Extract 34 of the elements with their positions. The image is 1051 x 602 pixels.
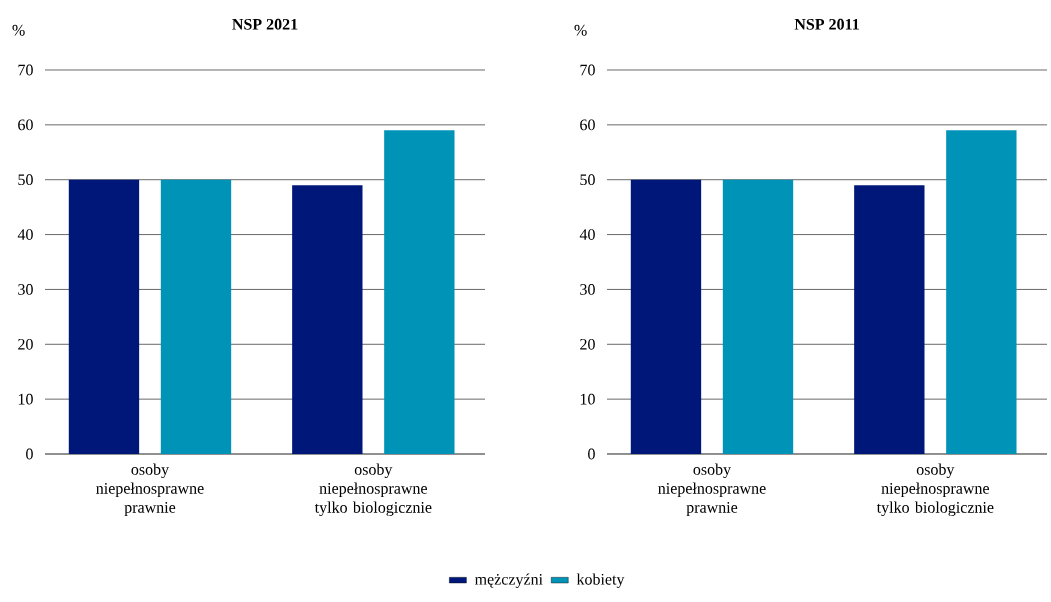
y-tick-label: 0: [588, 448, 595, 460]
y-tick-label: 10: [18, 393, 33, 405]
y-tick-label: 10: [580, 393, 595, 405]
x-tick-label: osoby niepełnosprawne prawnie: [658, 463, 766, 517]
x-tick-label: osoby niepełnosprawne tylko biologicznie: [876, 463, 994, 517]
x-tick-label: osoby niepełnosprawne prawnie: [96, 463, 204, 517]
y-tick-label: 20: [580, 338, 595, 350]
y-tick-label: 0: [26, 448, 33, 460]
bar: [68, 179, 140, 454]
chart-title: NSP 2011: [794, 18, 859, 30]
y-tick-label: 70: [580, 64, 595, 76]
bar: [384, 130, 455, 454]
y-tick-label: 40: [17, 229, 33, 240]
bar: [160, 179, 232, 454]
y-tick-label: 30: [580, 284, 595, 295]
y-tick-label: 50: [580, 174, 595, 186]
y-tick-label: 30: [18, 284, 33, 295]
bar: [292, 185, 363, 454]
y-tick-label: 60: [580, 119, 595, 131]
bar: [722, 179, 794, 454]
legend-label: mężczyźni: [474, 573, 543, 588]
chart-title: NSP 2021: [232, 18, 298, 30]
y-tick-label: 20: [18, 338, 33, 350]
y-axis-title: %: [12, 24, 25, 36]
bar: [946, 130, 1017, 454]
y-tick-label: 60: [18, 119, 33, 131]
y-tick-label: 50: [18, 174, 33, 186]
y-axis-title: %: [574, 24, 587, 36]
bar: [630, 179, 702, 454]
y-tick-label: 40: [579, 229, 595, 240]
y-tick-label: 70: [18, 64, 33, 76]
legend-label: kobiety: [576, 573, 625, 588]
x-tick-label: osoby niepełnosprawne tylko biologicznie: [314, 463, 432, 517]
bar: [854, 185, 925, 454]
